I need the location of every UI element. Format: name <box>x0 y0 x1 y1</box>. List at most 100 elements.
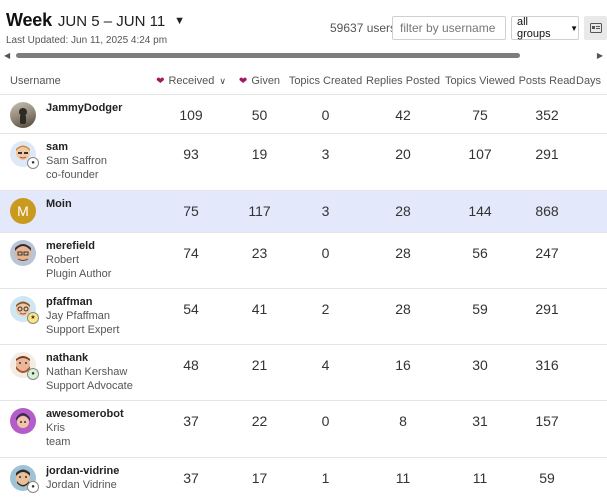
column-header-posts-read[interactable]: Posts Read <box>518 68 576 95</box>
user-full-name: Nathan Kershaw <box>46 365 128 378</box>
topics-viewed-value: 56 <box>442 232 518 289</box>
user-full-name: Sam Saffron <box>46 154 107 167</box>
user-title: Support Advocate <box>46 379 133 392</box>
flair-badge-icon: ● <box>27 156 39 169</box>
user-cell: ● jordan-vidrine Jordan Vidrine <box>0 457 150 500</box>
horizontal-scrollbar[interactable]: ◀ ▶ <box>0 50 607 61</box>
days-value <box>576 190 607 233</box>
days-value <box>576 344 607 401</box>
scroll-left-arrow-icon[interactable]: ◀ <box>4 51 11 60</box>
given-value: 22 <box>232 400 287 458</box>
period-date-range: JUN 5 – JUN 11 <box>57 13 166 30</box>
column-header-topics-viewed[interactable]: Topics Viewed <box>442 68 518 95</box>
flair-badge-icon: ● <box>27 480 39 493</box>
heart-icon: ❤ <box>156 75 165 87</box>
column-header-received[interactable]: ❤ Received ∨ <box>150 68 232 95</box>
posts-read-value: 247 <box>518 232 576 289</box>
cartoon-face-icon <box>16 412 30 428</box>
column-header-replies-posted[interactable]: Replies Posted <box>364 68 442 95</box>
leaderboard-table: Username ❤ Received ∨ ❤ Given Topics Create… <box>0 68 607 500</box>
avatar-letter: M <box>17 202 29 219</box>
username[interactable]: Moin <box>46 197 72 210</box>
username[interactable]: sam <box>46 140 69 153</box>
received-value: 54 <box>150 288 232 345</box>
posts-read-value: 291 <box>518 133 576 191</box>
avatar[interactable] <box>10 407 36 434</box>
topics-created-value: 4 <box>287 344 364 401</box>
filter-username-input[interactable] <box>392 16 506 40</box>
given-value: 17 <box>232 457 287 500</box>
username[interactable]: JammyDodger <box>46 101 123 114</box>
topics-viewed-value: 59 <box>442 288 518 345</box>
user-full-name: Kris <box>46 421 65 434</box>
received-value: 37 <box>150 457 232 500</box>
sort-descending-icon: ∨ <box>219 75 226 86</box>
group-select-dropdown[interactable]: all groups ▼ <box>511 16 579 40</box>
user-cell: merefield Robert Plugin Author <box>0 232 150 289</box>
replies-posted-value: 20 <box>364 133 442 191</box>
user-cell: M Moin <box>0 190 150 233</box>
table-row: ★ pfaffman Jay Pfaffman Support Expert 5… <box>0 288 607 345</box>
avatar[interactable]: M <box>10 197 36 224</box>
scroll-right-arrow-icon[interactable]: ▶ <box>596 51 603 60</box>
given-label: Given <box>251 74 281 87</box>
avatar[interactable] <box>10 101 36 128</box>
column-header-username[interactable]: Username <box>0 68 150 95</box>
group-select-value: all groups <box>517 16 551 40</box>
days-value <box>576 400 607 458</box>
user-full-name: Jay Pfaffman <box>46 309 110 322</box>
avatar[interactable]: ● <box>10 464 39 493</box>
id-card-icon <box>589 23 602 33</box>
column-header-given[interactable]: ❤ Given <box>232 68 287 95</box>
user-cell: ★ pfaffman Jay Pfaffman Support Expert <box>0 288 150 345</box>
given-value: 19 <box>232 133 287 191</box>
topics-created-value: 0 <box>287 232 364 289</box>
topics-viewed-value: 107 <box>442 133 518 191</box>
given-value: 23 <box>232 232 287 289</box>
cartoon-face-icon <box>16 145 30 160</box>
username[interactable]: awesomerobot <box>46 407 124 420</box>
table-row: merefield Robert Plugin Author 74 23 0 2… <box>0 232 607 289</box>
received-value: 109 <box>150 94 232 134</box>
username[interactable]: nathank <box>46 351 89 364</box>
given-value: 50 <box>232 94 287 134</box>
replies-posted-value: 11 <box>364 457 442 500</box>
table-row: JammyDodger 109 50 0 42 75 352 <box>0 94 607 134</box>
avatar[interactable]: ★ <box>10 295 39 324</box>
flair-badge-icon: ★ <box>27 311 39 324</box>
topics-viewed-value: 11 <box>442 457 518 500</box>
caret-down-icon: ▼ <box>570 23 578 33</box>
posts-read-value: 316 <box>518 344 576 401</box>
user-title: Plugin Author <box>46 267 112 280</box>
topics-created-value: 0 <box>287 94 364 134</box>
given-value: 117 <box>232 190 287 233</box>
topics-viewed-value: 144 <box>442 190 518 233</box>
days-value <box>576 457 607 500</box>
heart-icon: ❤ <box>238 75 248 87</box>
username[interactable]: pfaffman <box>46 295 93 308</box>
topics-created-value: 1 <box>287 457 364 500</box>
avatar[interactable] <box>10 239 36 266</box>
toggle-card-view-button[interactable] <box>584 16 607 40</box>
scrollbar-thumb[interactable] <box>16 53 520 58</box>
username[interactable]: jordan-vidrine <box>46 464 120 477</box>
given-value: 21 <box>232 344 287 401</box>
period-picker[interactable]: Week JUN 5 – JUN 11 ▼ <box>6 10 185 31</box>
received-value: 37 <box>150 400 232 458</box>
replies-posted-value: 42 <box>364 94 442 134</box>
column-header-topics-created[interactable]: Topics Created <box>287 68 364 95</box>
avatar[interactable]: ● <box>10 140 39 169</box>
column-header-days[interactable]: Days <box>576 68 607 95</box>
table-row-current-user: M Moin 75 117 3 28 144 868 <box>0 190 607 233</box>
posts-read-value: 868 <box>518 190 576 233</box>
received-value: 74 <box>150 232 232 289</box>
replies-posted-value: 16 <box>364 344 442 401</box>
user-full-name: Robert <box>46 253 80 266</box>
table-row: ● nathank Nathan Kershaw Support Advocat… <box>0 344 607 401</box>
username[interactable]: merefield <box>46 239 95 252</box>
days-value <box>576 288 607 345</box>
posts-read-value: 291 <box>518 288 576 345</box>
topics-created-value: 3 <box>287 133 364 191</box>
replies-posted-value: 8 <box>364 400 442 458</box>
avatar[interactable]: ● <box>10 351 39 380</box>
